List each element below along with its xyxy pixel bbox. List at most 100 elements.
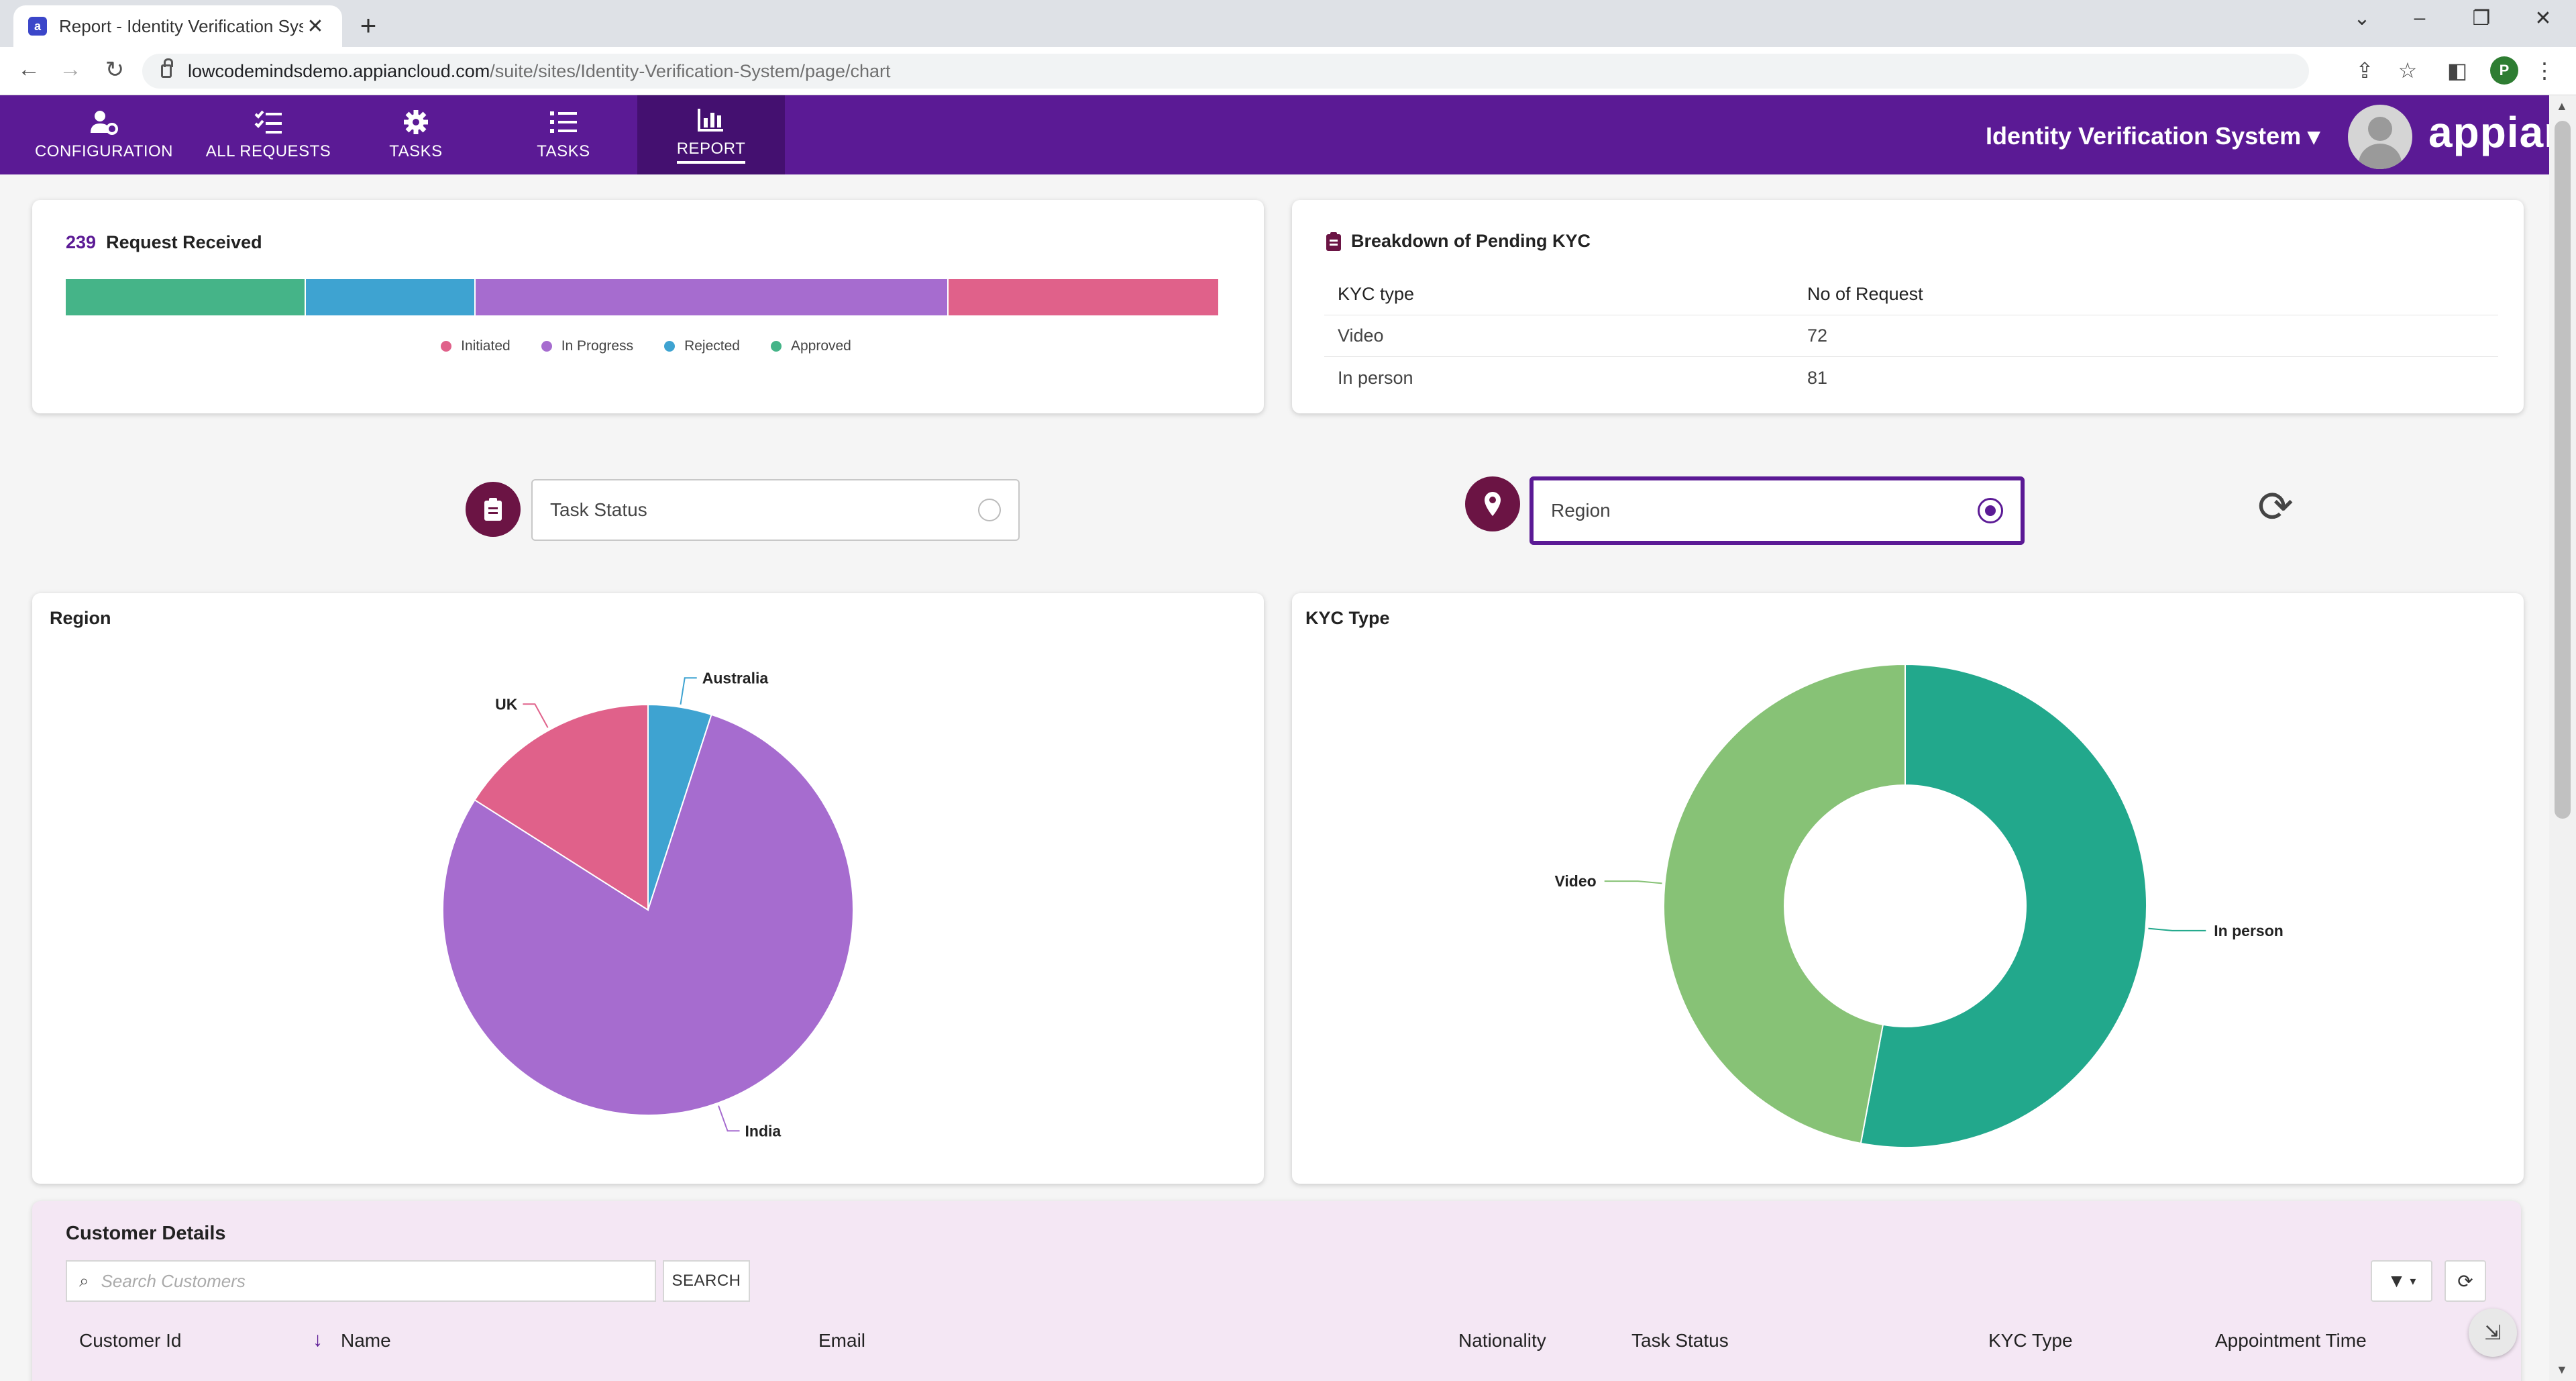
search-icon: ⌕ — [79, 1270, 89, 1290]
page-scrollbar[interactable]: ▲ ▼ — [2549, 95, 2576, 1381]
nav-item-report[interactable]: REPORT — [637, 95, 785, 174]
region-pie-chart: Australia India UK — [442, 669, 854, 1139]
url-path: /suite/sites/Identity-Verification-Syste… — [490, 60, 891, 81]
donut-label-video: Video — [1554, 872, 1596, 890]
customer-details-card: Customer Details ⌕ Search Customers SEAR… — [32, 1201, 2521, 1381]
url-host: lowcodemindsdemo.appiancloud.com — [188, 60, 490, 81]
kyc-breakdown-title: Breakdown of Pending KYC — [1326, 231, 1591, 252]
tab-title: Report - Identity Verification Sys — [59, 15, 303, 36]
new-tab-button[interactable]: + — [360, 9, 377, 41]
column-header-appointment-time[interactable]: Appointment Time — [2215, 1330, 2367, 1351]
filter-menu-button[interactable]: ▼ ▾ — [2371, 1260, 2432, 1302]
region-chart-card: Region Australia India UK — [32, 593, 1264, 1184]
forward-arrow-icon[interactable]: → — [59, 56, 82, 82]
kyc-donut-chart: In person Video — [1554, 663, 2284, 1148]
bar-segment-rejected[interactable] — [305, 279, 476, 315]
profile-avatar[interactable]: P — [2490, 56, 2518, 85]
bar-segment-in-progress[interactable] — [475, 279, 949, 315]
column-header-kyc-type[interactable]: KYC Type — [1988, 1330, 2073, 1351]
minimize-button[interactable]: – — [2414, 7, 2426, 29]
kyc-count-cell: 81 — [1807, 367, 1828, 388]
donut-slice-video[interactable] — [1663, 663, 1906, 1145]
legend-dot-rejected — [664, 341, 676, 352]
column-header-task-status[interactable]: Task Status — [1631, 1330, 1729, 1351]
back-arrow-icon[interactable]: ← — [17, 56, 40, 82]
restore-button[interactable]: ❐ — [2472, 7, 2491, 30]
leader-line-australia — [680, 677, 697, 705]
grid-refresh-button[interactable]: ⟳ — [2445, 1260, 2486, 1302]
requests-card-title: 239 Request Received — [66, 232, 262, 253]
gear-icon — [402, 109, 429, 138]
nav-item-tasks-gear[interactable]: TASKS — [362, 95, 470, 174]
kyc-type-cell: In person — [1338, 367, 1413, 388]
address-bar: ← → ↻ lowcodemindsdemo.appiancloud.com/s… — [0, 47, 2576, 95]
pie-label-india: India — [745, 1122, 782, 1139]
region-radio[interactable] — [1978, 498, 2003, 523]
pie-slice-india[interactable] — [442, 713, 854, 1116]
region-chart-title: Region — [50, 608, 111, 628]
legend-item-initiated[interactable]: Initiated — [441, 338, 511, 354]
table-row: In person 81 — [1324, 357, 2498, 399]
column-header-customer-id[interactable]: Customer Id — [79, 1330, 182, 1351]
legend-label-approved: Approved — [790, 338, 851, 354]
pie-label-australia: Australia — [702, 669, 769, 686]
column-header-nationality[interactable]: Nationality — [1458, 1330, 1546, 1351]
user-avatar[interactable] — [2348, 105, 2412, 169]
legend-item-rejected[interactable]: Rejected — [664, 338, 740, 354]
close-window-button[interactable]: ✕ — [2534, 7, 2552, 30]
bookmark-star-icon[interactable]: ☆ — [2398, 58, 2418, 83]
customer-details-title: Customer Details — [66, 1223, 226, 1244]
scroll-down-icon[interactable]: ▼ — [2556, 1363, 2568, 1376]
browser-tab[interactable]: a Report - Identity Verification Sys ✕ — [13, 5, 342, 47]
pie-label-uk: UK — [495, 695, 518, 713]
legend-item-in-progress[interactable]: In Progress — [541, 338, 633, 354]
legend-item-approved[interactable]: Approved — [770, 338, 851, 354]
caret-down-icon: ▾ — [2308, 122, 2320, 150]
site-switcher[interactable]: Identity Verification System ▾ — [1986, 122, 2320, 150]
kyc-col-count: No of Request — [1807, 284, 1923, 304]
sort-descending-icon[interactable]: ↓ — [313, 1329, 323, 1351]
column-header-name[interactable]: Name — [341, 1330, 391, 1351]
kyc-col-type: KYC type — [1338, 284, 1415, 304]
pie-slice-uk[interactable] — [474, 703, 649, 911]
nav-item-tasks-list[interactable]: TASKS — [510, 95, 617, 174]
nav-item-configuration[interactable]: CONFIGURATION — [27, 95, 181, 174]
appian-logo: appian — [2428, 108, 2571, 156]
leader-line-india — [718, 1105, 740, 1132]
reload-icon[interactable]: ↻ — [105, 57, 125, 83]
bar-chart-icon — [696, 106, 726, 136]
feedback-widget-icon[interactable]: ⇲ — [2469, 1309, 2517, 1357]
task-status-radio[interactable] — [978, 499, 1001, 521]
caret-down-icon: ▾ — [2410, 1274, 2416, 1288]
url-field[interactable]: lowcodemindsdemo.appiancloud.com/suite/s… — [142, 54, 2309, 89]
scroll-up-icon[interactable]: ▲ — [2556, 99, 2568, 113]
bar-segment-initiated[interactable] — [948, 279, 1220, 315]
bar-segment-approved[interactable] — [66, 279, 306, 315]
kyc-count-cell: 72 — [1807, 325, 1828, 346]
region-value: Region — [1551, 500, 1611, 521]
table-row: Video 72 — [1324, 315, 2498, 357]
tab-search-icon[interactable]: ⌄ — [2353, 7, 2371, 30]
kyc-type-cell: Video — [1338, 325, 1384, 346]
lock-icon — [161, 58, 173, 78]
nav-item-all-requests[interactable]: ALL REQUESTS — [195, 95, 342, 174]
region-dropdown[interactable]: Region — [1529, 476, 2025, 545]
leader-line-uk — [523, 703, 549, 728]
legend-label-rejected: Rejected — [684, 338, 740, 354]
status-stacked-bar — [66, 279, 1220, 315]
task-status-dropdown[interactable]: Task Status — [531, 479, 1020, 541]
chrome-menu-icon[interactable]: ⋮ — [2534, 58, 2555, 83]
legend-label-initiated: Initiated — [461, 338, 511, 354]
search-button[interactable]: SEARCH — [663, 1260, 750, 1302]
site-name: Identity Verification System — [1986, 122, 2302, 150]
search-input[interactable]: ⌕ Search Customers — [66, 1260, 656, 1302]
refresh-icon[interactable]: ⟳ — [2257, 482, 2294, 531]
appian-favicon-icon: a — [28, 17, 47, 36]
donut-slice-in-person[interactable] — [1860, 663, 2147, 1148]
share-icon[interactable]: ⇪ — [2355, 58, 2374, 83]
close-tab-icon[interactable]: ✕ — [307, 15, 324, 38]
column-header-email[interactable]: Email — [818, 1330, 866, 1351]
kyc-breakdown-card: Breakdown of Pending KYC KYC type No of … — [1292, 200, 2524, 413]
side-panel-icon[interactable]: ◧ — [2447, 58, 2468, 83]
scrollbar-thumb[interactable] — [2555, 121, 2571, 819]
